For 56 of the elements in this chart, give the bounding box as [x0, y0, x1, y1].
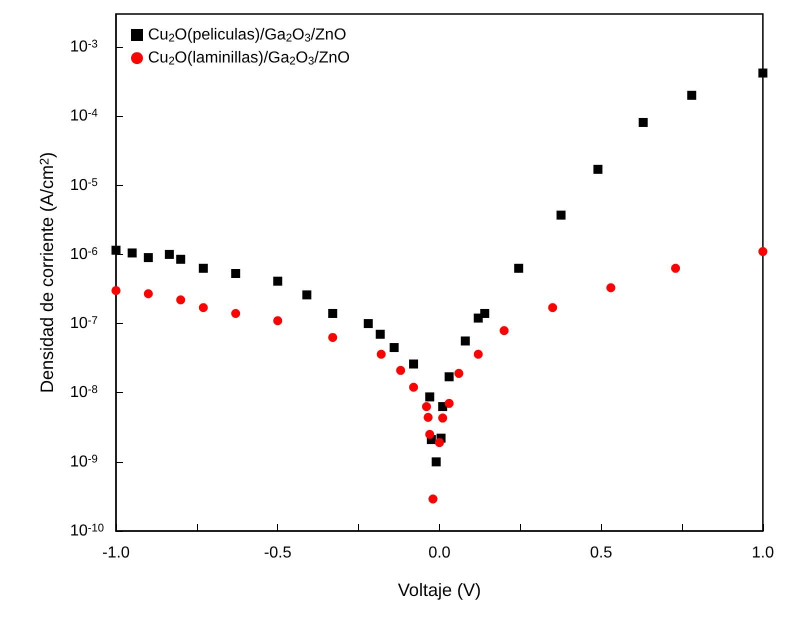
point — [434, 438, 444, 448]
point — [376, 330, 385, 339]
point — [390, 343, 399, 352]
point — [474, 350, 483, 359]
point — [500, 326, 509, 336]
point — [758, 68, 768, 78]
point — [176, 254, 186, 264]
point — [409, 360, 418, 369]
point — [454, 368, 464, 378]
point — [424, 412, 433, 422]
x-tick-label: 1.0 — [752, 544, 774, 562]
point — [144, 253, 153, 262]
point — [428, 494, 438, 504]
point — [176, 295, 186, 304]
point — [593, 164, 602, 174]
point — [438, 414, 448, 423]
x-tick-label: -1.0 — [102, 544, 130, 562]
point — [460, 336, 470, 346]
x-tick-label: 0.5 — [590, 544, 612, 562]
point — [144, 289, 153, 298]
point — [328, 308, 338, 318]
point — [164, 250, 174, 259]
point — [396, 366, 406, 375]
x-tick-label: -0.5 — [264, 544, 292, 562]
point — [556, 210, 566, 220]
point — [273, 316, 282, 326]
point — [128, 248, 137, 258]
point — [328, 332, 338, 342]
y-axis-title: Densidad de corriente (A/cm2) — [37, 152, 57, 394]
point — [444, 398, 454, 408]
point — [422, 402, 431, 412]
point — [638, 118, 648, 127]
point — [548, 303, 558, 312]
point — [425, 392, 434, 402]
point — [425, 430, 434, 439]
x-axis-title: Voltaje (V) — [398, 580, 481, 600]
point — [112, 246, 120, 255]
point — [231, 308, 240, 318]
point — [687, 90, 696, 100]
point — [758, 247, 768, 256]
point — [606, 283, 616, 292]
point — [112, 286, 120, 296]
point — [198, 264, 208, 273]
point — [231, 268, 240, 278]
point — [432, 457, 441, 466]
point — [514, 264, 524, 273]
point — [198, 303, 208, 312]
point — [302, 290, 312, 300]
point — [364, 319, 373, 328]
point — [444, 372, 454, 382]
point — [376, 350, 386, 359]
point — [480, 308, 490, 318]
point — [671, 264, 680, 273]
point — [409, 382, 418, 392]
point — [273, 276, 282, 286]
x-tick-label: 0.0 — [428, 544, 451, 562]
